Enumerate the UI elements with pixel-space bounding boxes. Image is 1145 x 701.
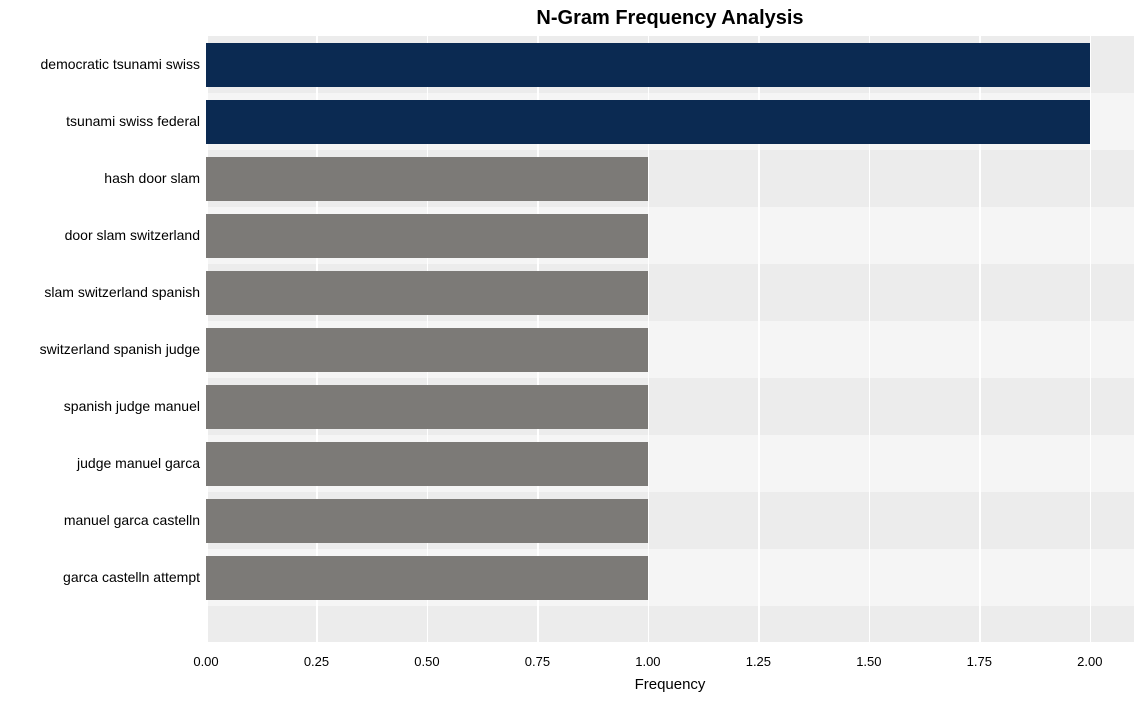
- y-tick-label: tsunami swiss federal: [66, 113, 200, 129]
- x-tick-label: 2.00: [1077, 654, 1102, 669]
- grid-band: [206, 606, 1134, 642]
- bar: [206, 271, 648, 315]
- y-tick-label: switzerland spanish judge: [40, 341, 200, 357]
- x-tick-label: 1.50: [856, 654, 881, 669]
- x-tick-label: 1.25: [746, 654, 771, 669]
- x-tick-label: 0.75: [525, 654, 550, 669]
- bar: [206, 385, 648, 429]
- bar: [206, 214, 648, 258]
- y-tick-label: spanish judge manuel: [64, 398, 200, 414]
- x-tick-label: 0.00: [193, 654, 218, 669]
- ngram-frequency-chart: N-Gram Frequency Analysis democratic tsu…: [0, 0, 1145, 701]
- x-tick-label: 1.75: [967, 654, 992, 669]
- x-tick-label: 1.00: [635, 654, 660, 669]
- bar: [206, 442, 648, 486]
- bar: [206, 157, 648, 201]
- y-tick-label: judge manuel garca: [77, 455, 200, 471]
- x-tick-label: 0.25: [304, 654, 329, 669]
- chart-title: N-Gram Frequency Analysis: [206, 7, 1134, 30]
- y-tick-label: manuel garca castelln: [64, 512, 200, 528]
- bar: [206, 499, 648, 543]
- bar: [206, 43, 1090, 87]
- x-axis-label: Frequency: [635, 676, 706, 693]
- y-tick-label: garca castelln attempt: [63, 569, 200, 585]
- y-tick-label: slam switzerland spanish: [44, 284, 200, 300]
- y-tick-label: door slam switzerland: [65, 227, 200, 243]
- y-tick-label: democratic tsunami swiss: [41, 56, 201, 72]
- y-tick-label: hash door slam: [104, 170, 200, 186]
- bar: [206, 328, 648, 372]
- grid-vline: [1090, 36, 1092, 642]
- bar: [206, 100, 1090, 144]
- x-tick-label: 0.50: [414, 654, 439, 669]
- plot-area: [206, 36, 1134, 642]
- bar: [206, 556, 648, 600]
